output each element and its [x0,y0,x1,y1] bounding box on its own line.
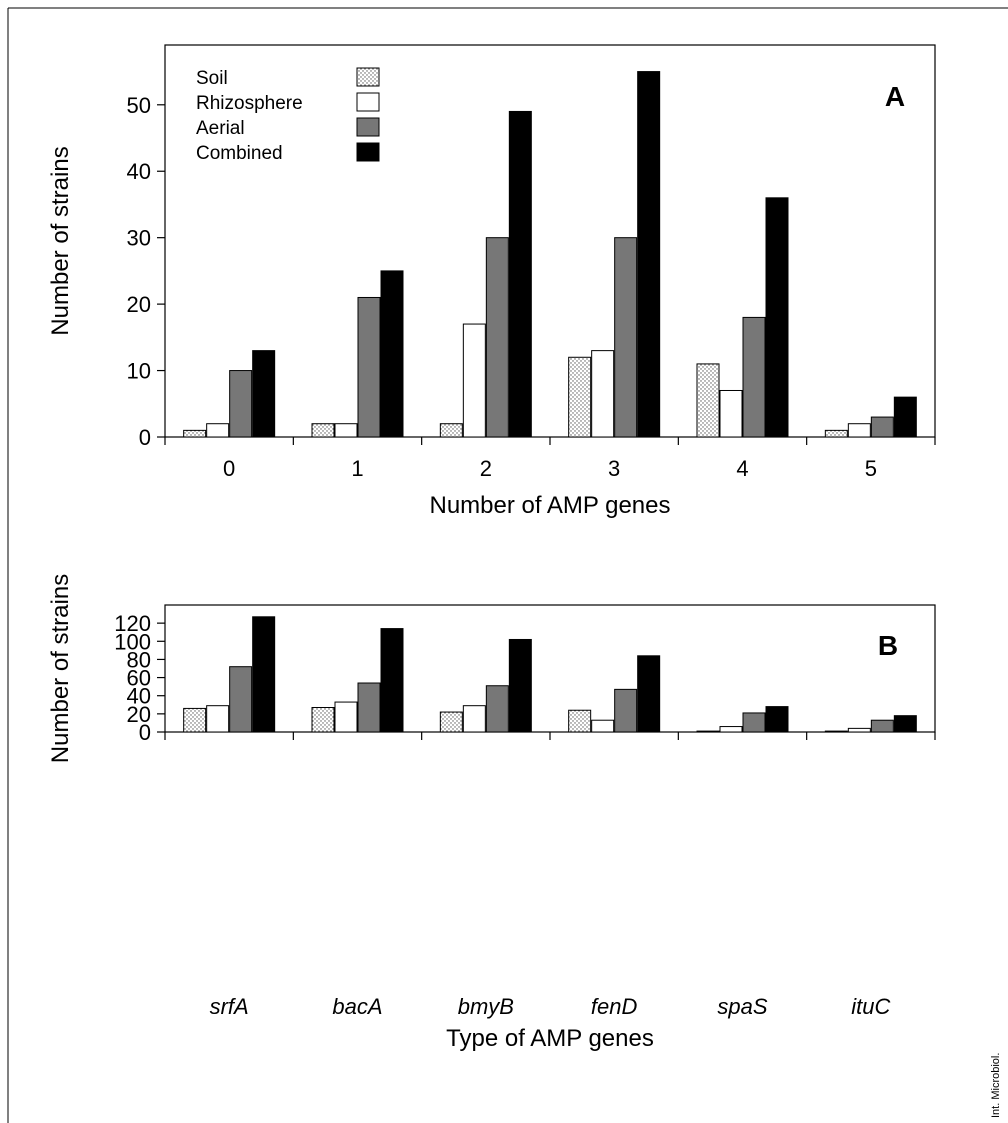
bar-combined-fenD [637,655,661,733]
y-tick-label: 120 [114,611,151,636]
bar-combined-srfA [252,616,276,733]
y-tick-label: 60 [127,666,151,691]
bar-soil-bmyB [439,711,463,733]
x-tick-label: bmyB [458,994,514,1019]
y-tick-label: 100 [114,629,151,654]
legend-swatch-rhizosphere [356,92,380,112]
y-tick-label: 20 [127,292,151,317]
bar-rhizosphere-3 [591,350,615,438]
x-tick-label: bacA [332,994,382,1019]
bar-combined-2 [508,110,532,438]
bar-soil-fenD [568,709,592,733]
y-axis-label: Number of strains [47,146,74,335]
y-tick-label: 10 [127,359,151,384]
bar-aerial-bacA [357,682,381,733]
legend-label-aerial: Aerial [196,118,245,139]
x-axis-label: Number of AMP genes [429,492,670,519]
bar-combined-0 [252,350,276,438]
bar-soil-3 [568,356,592,438]
y-tick-label: 40 [127,159,151,184]
legend-label-rhizosphere: Rhizosphere [196,93,303,114]
bar-soil-4 [696,363,720,438]
x-tick-label: 2 [480,456,492,481]
bar-aerial-0 [229,370,253,438]
x-tick-label: ituC [851,994,890,1019]
y-tick-label: 0 [139,425,151,450]
x-tick-label: 4 [736,456,748,481]
y-tick-label: 50 [127,93,151,118]
legend-label-soil: Soil [196,68,228,89]
x-tick-label: fenD [591,994,638,1019]
y-tick-label: 0 [139,720,151,745]
bar-aerial-1 [357,296,381,438]
bar-rhizosphere-spaS [719,726,743,733]
bar-combined-bmyB [508,638,532,733]
bar-rhizosphere-srfA [206,705,230,733]
y-tick-label: 80 [127,647,151,672]
bar-aerial-srfA [229,666,253,733]
bar-aerial-4 [742,316,766,438]
panel-label: B [878,630,898,661]
credit-text: Int. Microbiol. [990,1053,1002,1118]
legend-swatch-soil [356,67,380,87]
bar-soil-2 [439,423,463,438]
bar-combined-5 [893,396,917,438]
y-tick-label: 30 [127,226,151,251]
bar-aerial-bmyB [485,685,509,733]
x-tick-label: spaS [717,994,767,1019]
bar-soil-spaS [696,730,720,733]
y-tick-label: 40 [127,684,151,709]
x-tick-label: srfA [210,994,249,1019]
bar-rhizosphere-bmyB [462,705,486,733]
bar-soil-1 [311,423,335,438]
x-tick-label: 1 [351,456,363,481]
x-tick-label: 0 [223,456,235,481]
x-tick-label: 5 [865,456,877,481]
bar-rhizosphere-1 [334,423,358,438]
x-tick-label: 3 [608,456,620,481]
bar-rhizosphere-2 [462,323,486,438]
bar-soil-0 [183,429,207,438]
bar-rhizosphere-4 [719,389,743,438]
bar-rhizosphere-5 [847,423,871,438]
bar-combined-ituC [893,715,917,733]
bar-rhizosphere-ituC [847,727,871,733]
bar-rhizosphere-0 [206,423,230,438]
bar-combined-spaS [765,706,789,733]
bar-soil-bacA [311,707,335,733]
y-axis-label: Number of strains [47,574,74,763]
y-tick-label: 20 [127,702,151,727]
bar-rhizosphere-bacA [334,701,358,733]
plot-frame [164,604,936,733]
bar-combined-bacA [380,628,404,733]
bar-rhizosphere-fenD [591,719,615,733]
bar-soil-srfA [183,707,207,733]
bar-aerial-ituC [870,719,894,733]
legend-swatch-aerial [356,117,380,137]
legend-label-combined: Combined [196,143,283,164]
bar-combined-4 [765,197,789,438]
bar-aerial-fenD [614,688,638,733]
bar-combined-3 [637,71,661,438]
panel-a: 0 10 20 30 40 50 0 1 2 3 4 5 Number of AMP genes Numb… [47,44,936,519]
bar-combined-1 [380,270,404,438]
legend-swatch-combined [356,142,380,162]
panel-label: A [885,81,905,112]
bar-soil-5 [824,429,848,438]
bar-aerial-5 [870,416,894,438]
x-axis-label: Type of AMP genes [446,1025,654,1052]
bar-soil-ituC [824,730,848,733]
bar-aerial-spaS [742,712,766,733]
bar-aerial-2 [485,237,509,438]
bar-aerial-3 [614,237,638,438]
